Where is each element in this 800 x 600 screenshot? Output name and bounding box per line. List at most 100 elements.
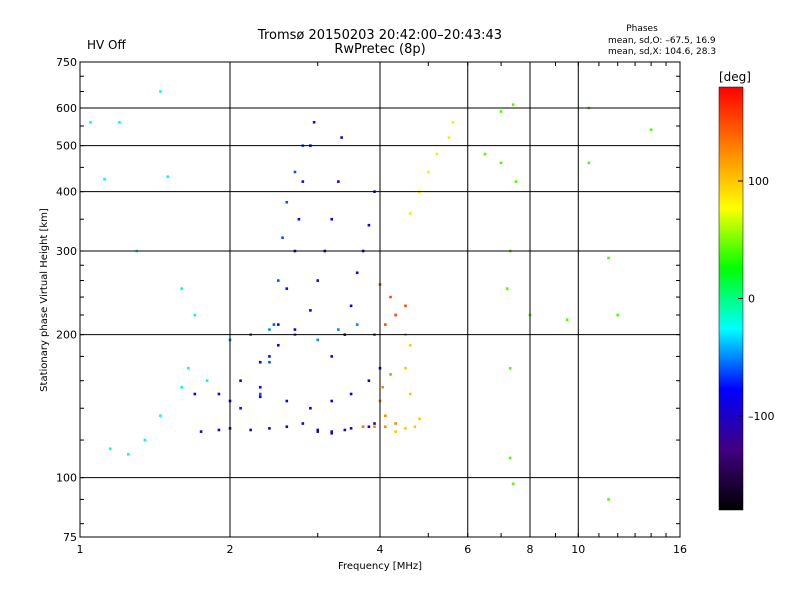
data-point (367, 223, 371, 227)
data-point (508, 366, 512, 370)
data-point (143, 438, 147, 442)
colorbar-ticks: 100 0 –100 (738, 175, 775, 423)
data-point (499, 161, 503, 165)
data-point (297, 217, 301, 221)
data-point (281, 236, 284, 240)
data-point (118, 120, 121, 124)
data-point (483, 152, 487, 156)
data-point (389, 295, 392, 299)
data-point (293, 328, 297, 331)
data-point (316, 428, 320, 432)
data-point (499, 110, 503, 113)
data-point (343, 428, 347, 432)
data-point (285, 399, 289, 403)
data-point (330, 355, 334, 358)
data-point (435, 152, 439, 156)
hv-status: HV Off (87, 38, 126, 52)
chart-subtitle: RwPretec (8p) (334, 42, 425, 57)
x-tick-label: 4 (377, 543, 384, 556)
data-point (258, 392, 262, 396)
data-point (312, 120, 316, 124)
data-point (384, 323, 387, 326)
data-point (649, 128, 653, 132)
data-point (276, 343, 280, 347)
data-point (330, 430, 334, 433)
colorbar-tick-label: 100 (748, 175, 769, 188)
data-point (293, 170, 297, 174)
data-point (159, 414, 162, 418)
y-tick-label: 100 (56, 472, 77, 485)
data-point (166, 175, 170, 179)
data-point (355, 271, 359, 275)
axes: 1 2 4 6 8 10 16 75 100 200 300 400 500 600 750 (56, 56, 687, 556)
data-point (301, 180, 305, 183)
data-point (258, 385, 262, 389)
data-point (337, 180, 340, 183)
colorbar-tick-label: 0 (748, 293, 755, 306)
data-point (389, 373, 392, 376)
data-point (159, 90, 162, 93)
data-point (268, 355, 271, 358)
data-point (316, 338, 320, 342)
data-point (330, 431, 334, 435)
x-tick-label: 16 (673, 543, 687, 556)
data-point (565, 318, 569, 322)
data-point (349, 392, 353, 396)
data-point (309, 406, 312, 410)
phases-o-stats: mean, sd,O: –67.5, 16.9 (608, 36, 716, 46)
data-point (205, 379, 209, 382)
phases-title: Phases (626, 24, 658, 34)
chart-title: Tromsø 20150203 20:42:00–20:43:43 (257, 28, 502, 43)
data-point (404, 304, 407, 308)
x-tick-label: 6 (464, 543, 471, 556)
y-tick-label: 500 (56, 140, 77, 153)
grid (80, 62, 680, 537)
x-tick-label: 10 (571, 543, 585, 556)
y-tick-label: 200 (56, 329, 77, 342)
data-point (607, 498, 610, 501)
data-point (616, 313, 620, 317)
y-tick-label: 300 (56, 245, 77, 258)
data-point (373, 422, 376, 425)
x-tick-label: 1 (77, 543, 84, 556)
data-point (249, 428, 252, 432)
data-point (217, 428, 221, 432)
data-point (408, 392, 412, 396)
data-point (193, 392, 197, 396)
data-point (180, 287, 184, 290)
data-point (361, 425, 365, 429)
y-tick-label: 400 (56, 186, 77, 199)
data-point (193, 313, 197, 317)
data-point (426, 170, 430, 174)
data-point (508, 456, 512, 460)
data-point (511, 482, 515, 486)
data-point (268, 427, 271, 430)
data-point (349, 427, 353, 430)
data-point (285, 425, 289, 429)
y-tick-label: 750 (56, 56, 77, 69)
colorbar-unit-label: [deg] (719, 70, 751, 84)
data-point (404, 366, 407, 370)
y-axis-label: Stationary phase Virtual Height [km] (39, 208, 50, 392)
x-tick-label: 8 (527, 543, 534, 556)
data-point (404, 427, 407, 430)
data-point (587, 161, 591, 165)
x-axis-label: Frequency [MHz] (338, 561, 422, 572)
data-point (413, 425, 417, 429)
data-point (126, 452, 130, 456)
data-point (285, 200, 289, 204)
data-point (276, 323, 280, 326)
data-point (330, 399, 334, 403)
data-point (355, 323, 359, 326)
data-point (505, 287, 509, 290)
data-point (384, 425, 387, 429)
data-point (239, 379, 242, 382)
data-point (394, 430, 397, 433)
data-point (394, 313, 397, 317)
data-point (268, 360, 271, 364)
data-point (272, 323, 276, 326)
data-point (316, 279, 320, 282)
data-point (239, 406, 242, 410)
scatter-points (89, 90, 653, 501)
data-point (514, 180, 518, 183)
